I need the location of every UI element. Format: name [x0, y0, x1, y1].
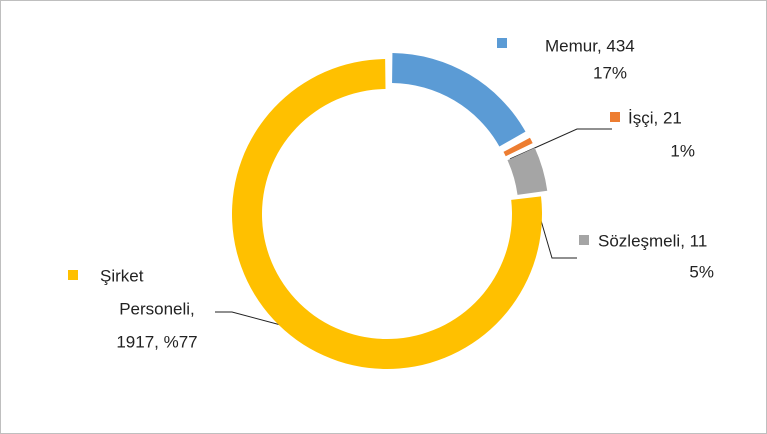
doughnut-slice: [392, 52, 526, 147]
data-label: 1917, %77: [116, 332, 197, 351]
data-label: Memur, 434: [545, 36, 635, 55]
doughnut-slice: [507, 147, 548, 195]
data-label: Şirket: [100, 266, 144, 285]
data-label: 17%: [593, 63, 627, 82]
data-label: 5%: [689, 262, 714, 281]
doughnut-slice: [503, 137, 533, 157]
legend-key: [68, 270, 78, 280]
legend-key: [497, 38, 507, 48]
legend-key: [610, 112, 620, 122]
data-label: 1%: [670, 141, 695, 160]
data-label: Personeli,: [119, 299, 195, 318]
data-label: Sözleşmeli, 11: [598, 231, 707, 250]
leader-line: [215, 311, 293, 329]
data-label: İşçi, 21: [628, 108, 682, 127]
legend-key: [579, 235, 589, 245]
